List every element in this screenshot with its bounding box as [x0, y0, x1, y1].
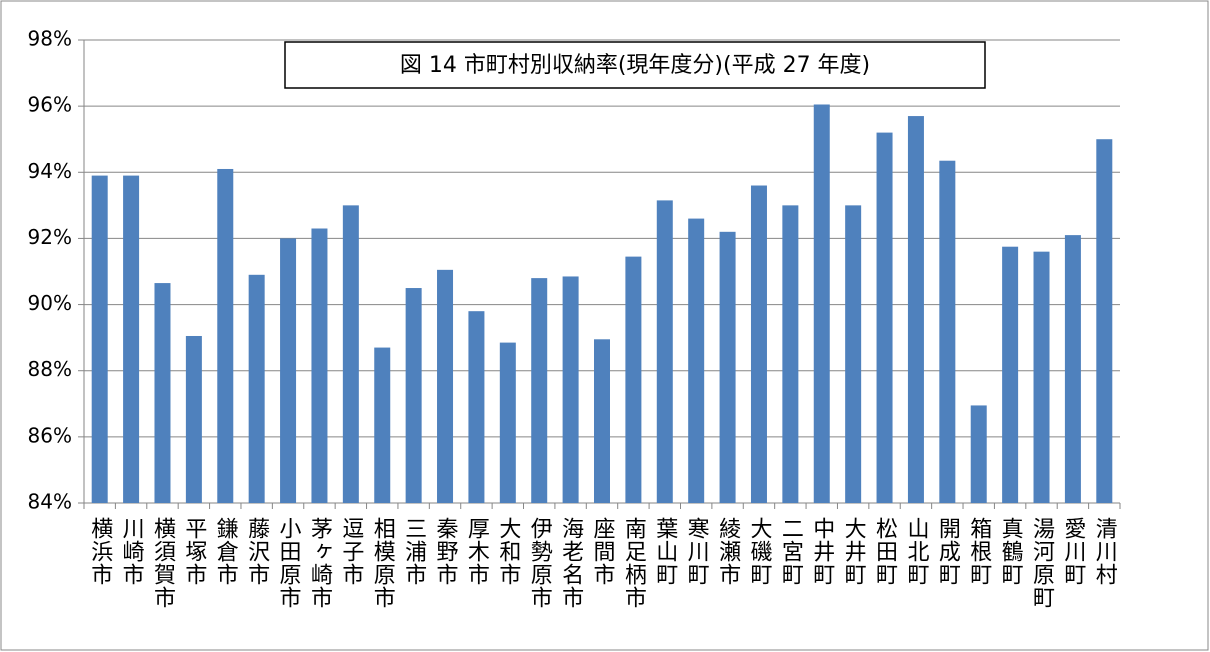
title-box [284, 41, 986, 89]
bar [1096, 139, 1113, 503]
bar [123, 175, 140, 504]
bar [562, 276, 579, 503]
bar [154, 283, 171, 503]
bar [311, 228, 328, 503]
x-tick-label: 藤沢市 [244, 517, 270, 586]
x-tick-label: 愛川町 [1060, 517, 1086, 586]
bar [782, 205, 799, 503]
y-tick-label: 90% [28, 291, 72, 315]
x-tick-label: 綾瀬市 [715, 517, 741, 586]
x-tick-label: 厚木市 [464, 517, 490, 586]
bar [185, 335, 202, 503]
bar [813, 104, 830, 503]
x-tick-label: 開成町 [935, 517, 961, 586]
x-tick-label: 座間市 [590, 517, 616, 586]
x-tick-label: 葉山町 [652, 517, 678, 586]
x-tick-label: 真鶴町 [998, 517, 1024, 586]
chart-title: 図 14 市町村別収納率(現年度分)(平成 27 年度) [400, 53, 870, 78]
plot-area: 84% 86% 88% 90% 92% 94% 96% 98% 横浜市 川崎市 横須賀市 平塚市 鎌倉市… [28, 27, 1121, 609]
bar [437, 269, 454, 503]
bar [499, 342, 516, 503]
x-tick-label: 二宮町 [778, 517, 803, 586]
bar [405, 288, 422, 503]
x-tick-label: 相模原市 [370, 517, 396, 609]
bar [939, 160, 956, 504]
x-tick-label: 大磯町 [746, 517, 772, 586]
bar [688, 218, 705, 504]
x-tick-label: 大和市 [495, 517, 521, 586]
x-tick-label: 鎌倉市 [213, 517, 239, 586]
bar [1033, 251, 1050, 503]
bar [1064, 235, 1081, 503]
bar [845, 205, 862, 503]
x-tick-label: 茅ヶ崎市 [307, 517, 333, 609]
x-tick-label: 中井町 [809, 517, 834, 586]
bar [876, 132, 893, 503]
bar [531, 278, 548, 503]
x-tick-label: 海老名市 [558, 517, 584, 609]
bar [217, 168, 234, 503]
bar [342, 205, 359, 503]
x-tick-label: 平塚市 [181, 517, 207, 586]
x-tick-label: 箱根町 [966, 517, 992, 586]
y-tick-label: 92% [28, 225, 72, 249]
bar [719, 231, 736, 504]
bar [1002, 246, 1019, 504]
x-tick-label: 寒川町 [684, 517, 710, 586]
x-tick-label: 横須賀市 [150, 517, 176, 609]
bar [594, 339, 610, 503]
x-tick-label: 秦野市 [433, 517, 459, 586]
y-tick-label: 98% [28, 27, 72, 51]
x-tick-label: 南足柄市 [621, 517, 647, 609]
x-tick-label: 横浜市 [87, 517, 113, 586]
bar [750, 185, 767, 503]
x-tick-label: 山北町 [903, 517, 929, 586]
x-tick-label: 松田町 [872, 517, 898, 586]
bar [374, 347, 391, 503]
y-tick-label: 96% [28, 93, 72, 117]
bar [907, 116, 924, 504]
bar [468, 311, 485, 503]
x-tick-label: 逗子市 [338, 517, 364, 586]
y-tick-label: 94% [28, 159, 72, 183]
bar [248, 274, 265, 503]
x-tick-label: 湯河原町 [1029, 517, 1055, 609]
x-tick-label: 伊勢原市 [527, 517, 553, 609]
y-tick-label: 88% [28, 357, 72, 381]
bar [656, 200, 673, 503]
bar [625, 256, 642, 503]
x-tick-label: 清川村 [1092, 517, 1118, 586]
bar [91, 175, 108, 504]
x-tick-label: 三浦市 [401, 517, 427, 586]
x-tick-label: 川崎市 [119, 517, 145, 586]
x-tick-label: 大井町 [841, 517, 867, 586]
bar [280, 238, 297, 503]
x-tick-label: 小田原市 [276, 517, 302, 609]
bar [970, 405, 987, 503]
y-tick-label: 86% [28, 423, 72, 447]
y-tick-label: 84% [28, 490, 72, 514]
